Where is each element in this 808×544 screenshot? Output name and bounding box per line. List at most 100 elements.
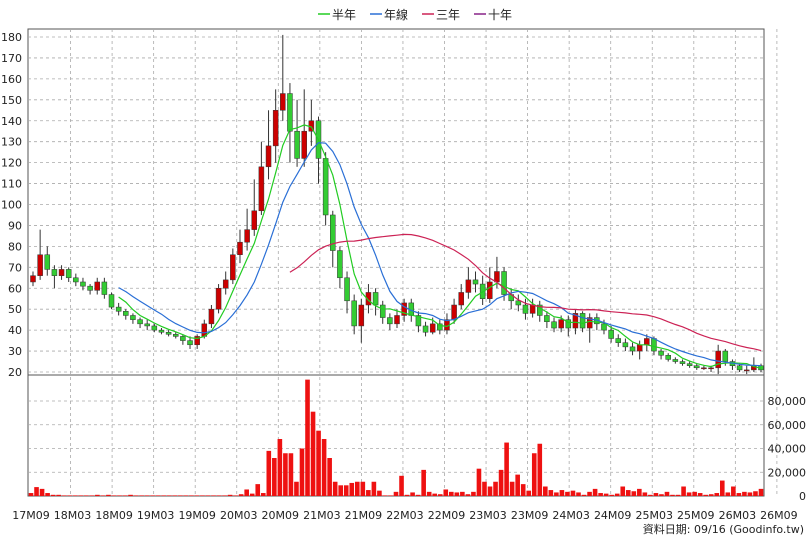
candle-body	[472, 279, 479, 285]
candle-body	[715, 350, 721, 369]
candle-body	[565, 319, 572, 329]
candle-body	[686, 363, 693, 366]
candle-body	[172, 334, 179, 337]
volume-bar	[200, 495, 205, 496]
x-tick-label: 20M03	[220, 509, 258, 522]
volume-bar	[675, 494, 681, 496]
x-tick-label: 23M09	[511, 509, 549, 522]
candle-body	[636, 344, 643, 352]
volume-bar	[377, 490, 382, 496]
volume-bar	[211, 495, 216, 496]
candle-body	[237, 241, 243, 255]
volume-bar	[526, 490, 532, 496]
candle-body	[180, 336, 186, 341]
candle-body	[123, 311, 129, 316]
x-tick-label: 25M09	[677, 509, 715, 522]
candle-body	[215, 288, 222, 310]
candle-body	[579, 313, 586, 329]
volume-tick-label: 20,000	[768, 466, 807, 479]
volume-bar	[50, 494, 56, 496]
candle-body	[422, 325, 429, 333]
candle-body	[165, 331, 172, 335]
volume-bar	[327, 458, 332, 496]
candle-body	[694, 365, 700, 369]
source-label: 資料日期: 09/16 (Goodinfo.tw)	[643, 522, 804, 536]
candle-body	[672, 359, 679, 362]
candle-body	[187, 340, 193, 346]
price-tick-label: 160	[1, 73, 22, 86]
volume-bar	[155, 495, 161, 496]
series-line-year	[118, 142, 762, 367]
candle-body	[108, 294, 115, 308]
volume-bar	[34, 487, 39, 496]
legend-label: 十年	[488, 8, 512, 22]
candle-body	[743, 369, 750, 372]
candle-body	[651, 338, 657, 352]
price-tick-label: 70	[8, 261, 22, 274]
x-tick-label: 25M03	[636, 509, 674, 522]
volume-bar	[338, 485, 343, 496]
volume-bar	[703, 494, 708, 496]
price-tick-label: 170	[1, 52, 22, 65]
volume-bar	[249, 493, 255, 496]
volume-bar	[454, 492, 460, 496]
candle-body	[258, 166, 265, 212]
candle-body	[608, 329, 614, 339]
candle-body	[330, 214, 336, 251]
candle-body	[536, 304, 543, 316]
candle-body	[465, 279, 472, 293]
volume-bar	[89, 495, 95, 496]
volume-bar	[520, 484, 526, 496]
price-tick-label: 150	[1, 94, 22, 107]
volume-tick-label: 40,000	[768, 443, 807, 456]
candle-body	[322, 158, 329, 216]
volume-bar	[360, 481, 366, 496]
legend-label: 半年	[332, 8, 356, 22]
volume-bar	[747, 492, 753, 496]
plot-border	[27, 28, 765, 497]
candle-body	[601, 323, 607, 331]
volume-bar	[432, 493, 438, 496]
x-tick-label: 19M03	[137, 509, 175, 522]
volume-bar	[559, 490, 565, 496]
volume-bar	[592, 488, 598, 496]
volume-bar	[216, 495, 222, 496]
volume-bar	[139, 495, 144, 496]
volume-bar	[421, 469, 426, 496]
candle-body	[644, 338, 650, 346]
candle-body	[44, 254, 51, 270]
x-tick-label: 26M03	[719, 509, 757, 522]
volume-bar	[244, 489, 249, 496]
candle-body	[344, 277, 350, 302]
volume-bar	[642, 492, 648, 496]
price-tick-label: 90	[8, 219, 22, 232]
candle-body	[358, 304, 365, 327]
volume-bar	[161, 495, 167, 496]
candle-body	[701, 367, 707, 370]
volume-bar	[39, 488, 45, 496]
volume-bar	[609, 494, 614, 496]
volume-bar	[410, 492, 415, 496]
volume-bar	[238, 494, 244, 496]
price-tick-label: 140	[1, 115, 22, 128]
volume-bar	[106, 494, 111, 496]
candle-body	[337, 250, 343, 279]
volume-bar	[443, 489, 449, 496]
candle-body	[679, 361, 686, 364]
x-tick-label: 22M09	[428, 509, 466, 522]
candle-body	[629, 346, 636, 352]
candle-body	[551, 321, 557, 329]
candle-body	[130, 315, 136, 320]
volume-bar	[222, 495, 227, 496]
volume-bar	[471, 491, 476, 496]
x-tick-label: 21M03	[303, 509, 341, 522]
volume-bar	[305, 379, 310, 496]
candle-body	[265, 145, 272, 168]
candle-body	[437, 323, 443, 331]
volume-bar	[100, 495, 106, 496]
volume-bar	[95, 494, 100, 496]
volume-bar	[349, 482, 355, 496]
volume-bar	[708, 494, 714, 496]
